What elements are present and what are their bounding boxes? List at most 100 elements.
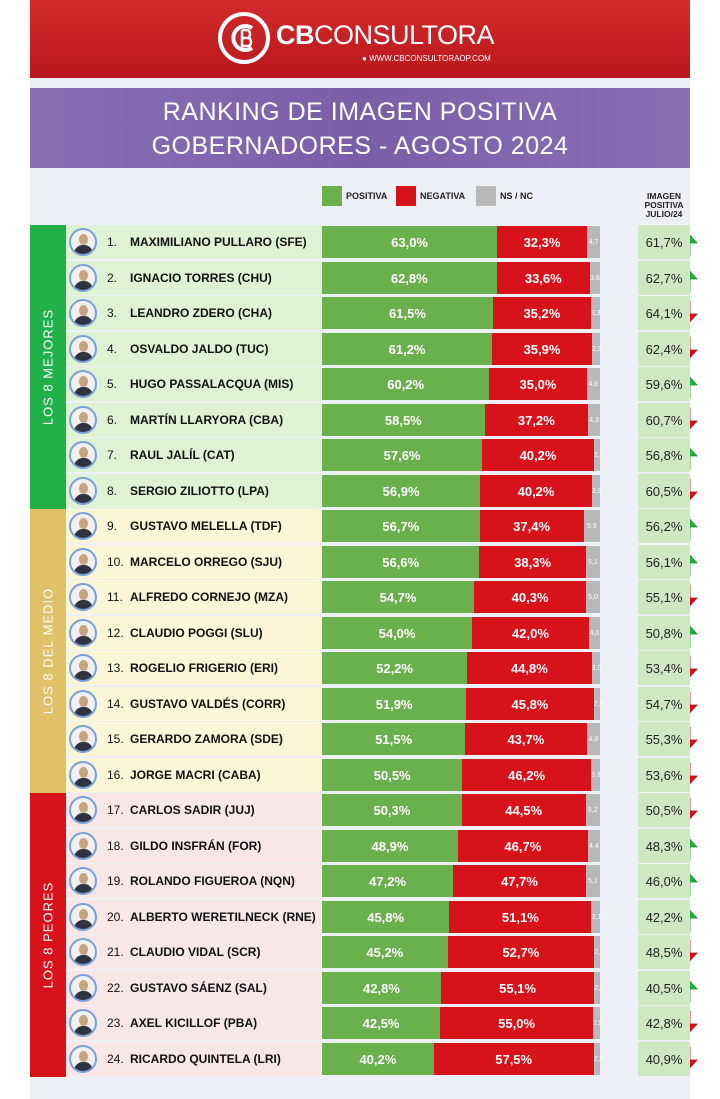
row-name-background <box>66 260 322 295</box>
bar-nsnc-label: 5,1 <box>588 558 598 566</box>
rank-number: 9. <box>107 519 118 533</box>
governor-name: OSVALDO JALDO (TUC) <box>130 341 269 356</box>
july-value-cell: 60,5% <box>638 473 690 508</box>
bar-negative-label: 55,0% <box>498 1016 536 1031</box>
bar-negative: 55,1% <box>440 971 595 1004</box>
row-name-background <box>66 828 322 863</box>
ranking-row: 11. ALFREDO CORNEJO (MZA) 54,7% 40,3% 5,0 55,… <box>66 580 698 614</box>
rank-number: 19. <box>107 874 124 888</box>
bar-negative-label: 46,7% <box>504 838 542 854</box>
row-name-background <box>66 793 322 827</box>
bar-nsnc-label: 3,3 <box>590 771 601 779</box>
july-value: 53,4% <box>645 661 683 676</box>
governor-name: RICARDO QUINTELA (LRI) <box>130 1051 281 1066</box>
avatar-head <box>79 731 88 742</box>
july-value-cell: 61,7% <box>638 225 690 259</box>
bar-nsnc-label: 5,9 <box>586 523 597 530</box>
bar-positive: 50,5% <box>322 758 463 791</box>
july-header-line-2: POSITIVA <box>644 200 684 210</box>
row-name-background <box>66 722 322 756</box>
bar-negative-label: 40,2% <box>517 483 555 499</box>
governor-name: MARTÍN LLARYORA (CBA) <box>130 412 284 427</box>
bar-negative: 51,1% <box>449 900 592 933</box>
avatar-body <box>74 245 93 254</box>
avatar-body <box>74 990 93 1000</box>
ranking-row: 18. GILDO INSFRÁN (FOR) 48,9% 46,7% 4,4 48,3% <box>66 828 698 863</box>
avatar-head <box>79 482 88 494</box>
rank-number: 7. <box>107 448 118 462</box>
july-value: 56,1% <box>645 554 683 570</box>
ranking-row: 19. ROLANDO FIGUEROA (NQN) 47,2% 47,7% 5,1 46… <box>66 864 698 898</box>
governor-name: GUSTAVO SÁENZ (SAL) <box>130 980 267 995</box>
bar-negative: 40,2% <box>482 439 594 471</box>
july-value: 55,1% <box>645 590 683 605</box>
avatar-head <box>79 305 88 316</box>
governor-name: GILDO INSFRÁN (FOR) <box>130 838 262 853</box>
avatar-body <box>74 422 93 432</box>
bar-nsnc: 5,2 <box>585 794 600 826</box>
header-banner <box>30 0 690 78</box>
rank-number: 10. <box>107 554 124 569</box>
bar-negative: 40,2% <box>480 474 592 507</box>
brand-logo: CBCONSULTORA ● WWW.CBCONSULTORAOP.COM <box>216 10 516 68</box>
bar-nsnc: 5,0 <box>586 581 600 613</box>
bar-positive-label: 61,5% <box>389 306 426 321</box>
avatar-head <box>79 766 88 778</box>
bar-negative-label: 47,7% <box>501 874 538 889</box>
avatar-head <box>79 376 88 387</box>
bar-negative: 52,7% <box>447 936 595 968</box>
governor-avatar <box>69 512 97 540</box>
bar-positive-label: 51,9% <box>375 696 413 712</box>
bar-nsnc: 2,1 <box>594 936 604 968</box>
bar-negative: 45,8% <box>466 687 594 720</box>
row-name-background <box>66 1006 322 1040</box>
bar-positive-label: 58,5% <box>384 412 422 428</box>
avatar-body <box>74 671 93 680</box>
avatar-body <box>74 813 93 822</box>
bar-nsnc-label: 4,4 <box>589 842 599 850</box>
july-value: 50,8% <box>645 625 683 641</box>
avatar-body <box>74 777 93 787</box>
governor-name: GUSTAVO VALDÉS (CORR) <box>130 696 286 711</box>
july-value-cell: 62,4% <box>638 331 690 366</box>
governor-name: MAXIMILIANO PULLARO (SFE) <box>130 235 307 249</box>
governor-avatar <box>69 299 97 327</box>
july-value-cell: 64,1% <box>638 296 690 330</box>
governor-name: RAUL JALÍL (CAT) <box>130 448 235 462</box>
avatar-body <box>74 458 93 467</box>
governor-name: CLAUDIO VIDAL (SCR) <box>130 945 261 959</box>
july-value: 42,2% <box>645 909 683 925</box>
row-name-background <box>66 296 322 330</box>
avatar-head <box>79 624 88 636</box>
bar-negative-label: 44,8% <box>510 661 548 676</box>
rank-number: 17. <box>107 803 124 817</box>
bar-positive: 42,8% <box>322 971 441 1004</box>
governor-avatar <box>69 263 97 292</box>
bar-positive: 58,5% <box>322 403 485 436</box>
bar-positive-label: 62,8% <box>390 270 428 286</box>
bar-positive: 51,5% <box>322 723 466 755</box>
governor-avatar <box>69 547 97 576</box>
bar-negative: 37,4% <box>479 510 584 542</box>
avatar-body <box>74 742 93 751</box>
governor-avatar <box>69 228 97 256</box>
governor-avatar <box>69 476 97 505</box>
bar-positive-label: 42,5% <box>362 1016 400 1031</box>
bar-positive: 45,8% <box>322 900 450 933</box>
ranking-row: 4. OSVALDO JALDO (TUC) 61,2% 35,9% 2,9 62,4% <box>66 331 698 366</box>
july-value-cell: 56,1% <box>638 544 690 579</box>
brand-name: CBCONSULTORA <box>276 20 495 51</box>
ranking-row: 2. IGNACIO TORRES (CHU) 62,8% 33,6% 3,6 62,7% <box>66 260 698 295</box>
avatar-body <box>74 280 93 290</box>
july-value-cell: 54,7% <box>638 686 690 721</box>
avatar-body <box>74 919 93 929</box>
bar-negative-label: 35,9% <box>523 341 561 357</box>
governor-name: SERGIO ZILIOTTO (LPA) <box>130 483 269 498</box>
governor-avatar <box>69 689 97 718</box>
governor-avatar <box>69 902 97 931</box>
governor-avatar <box>69 583 97 611</box>
governor-name: LEANDRO ZDERO (CHA) <box>130 306 272 320</box>
avatar-head <box>79 695 88 707</box>
rank-number: 8. <box>107 483 118 498</box>
avatar-body <box>74 848 93 858</box>
